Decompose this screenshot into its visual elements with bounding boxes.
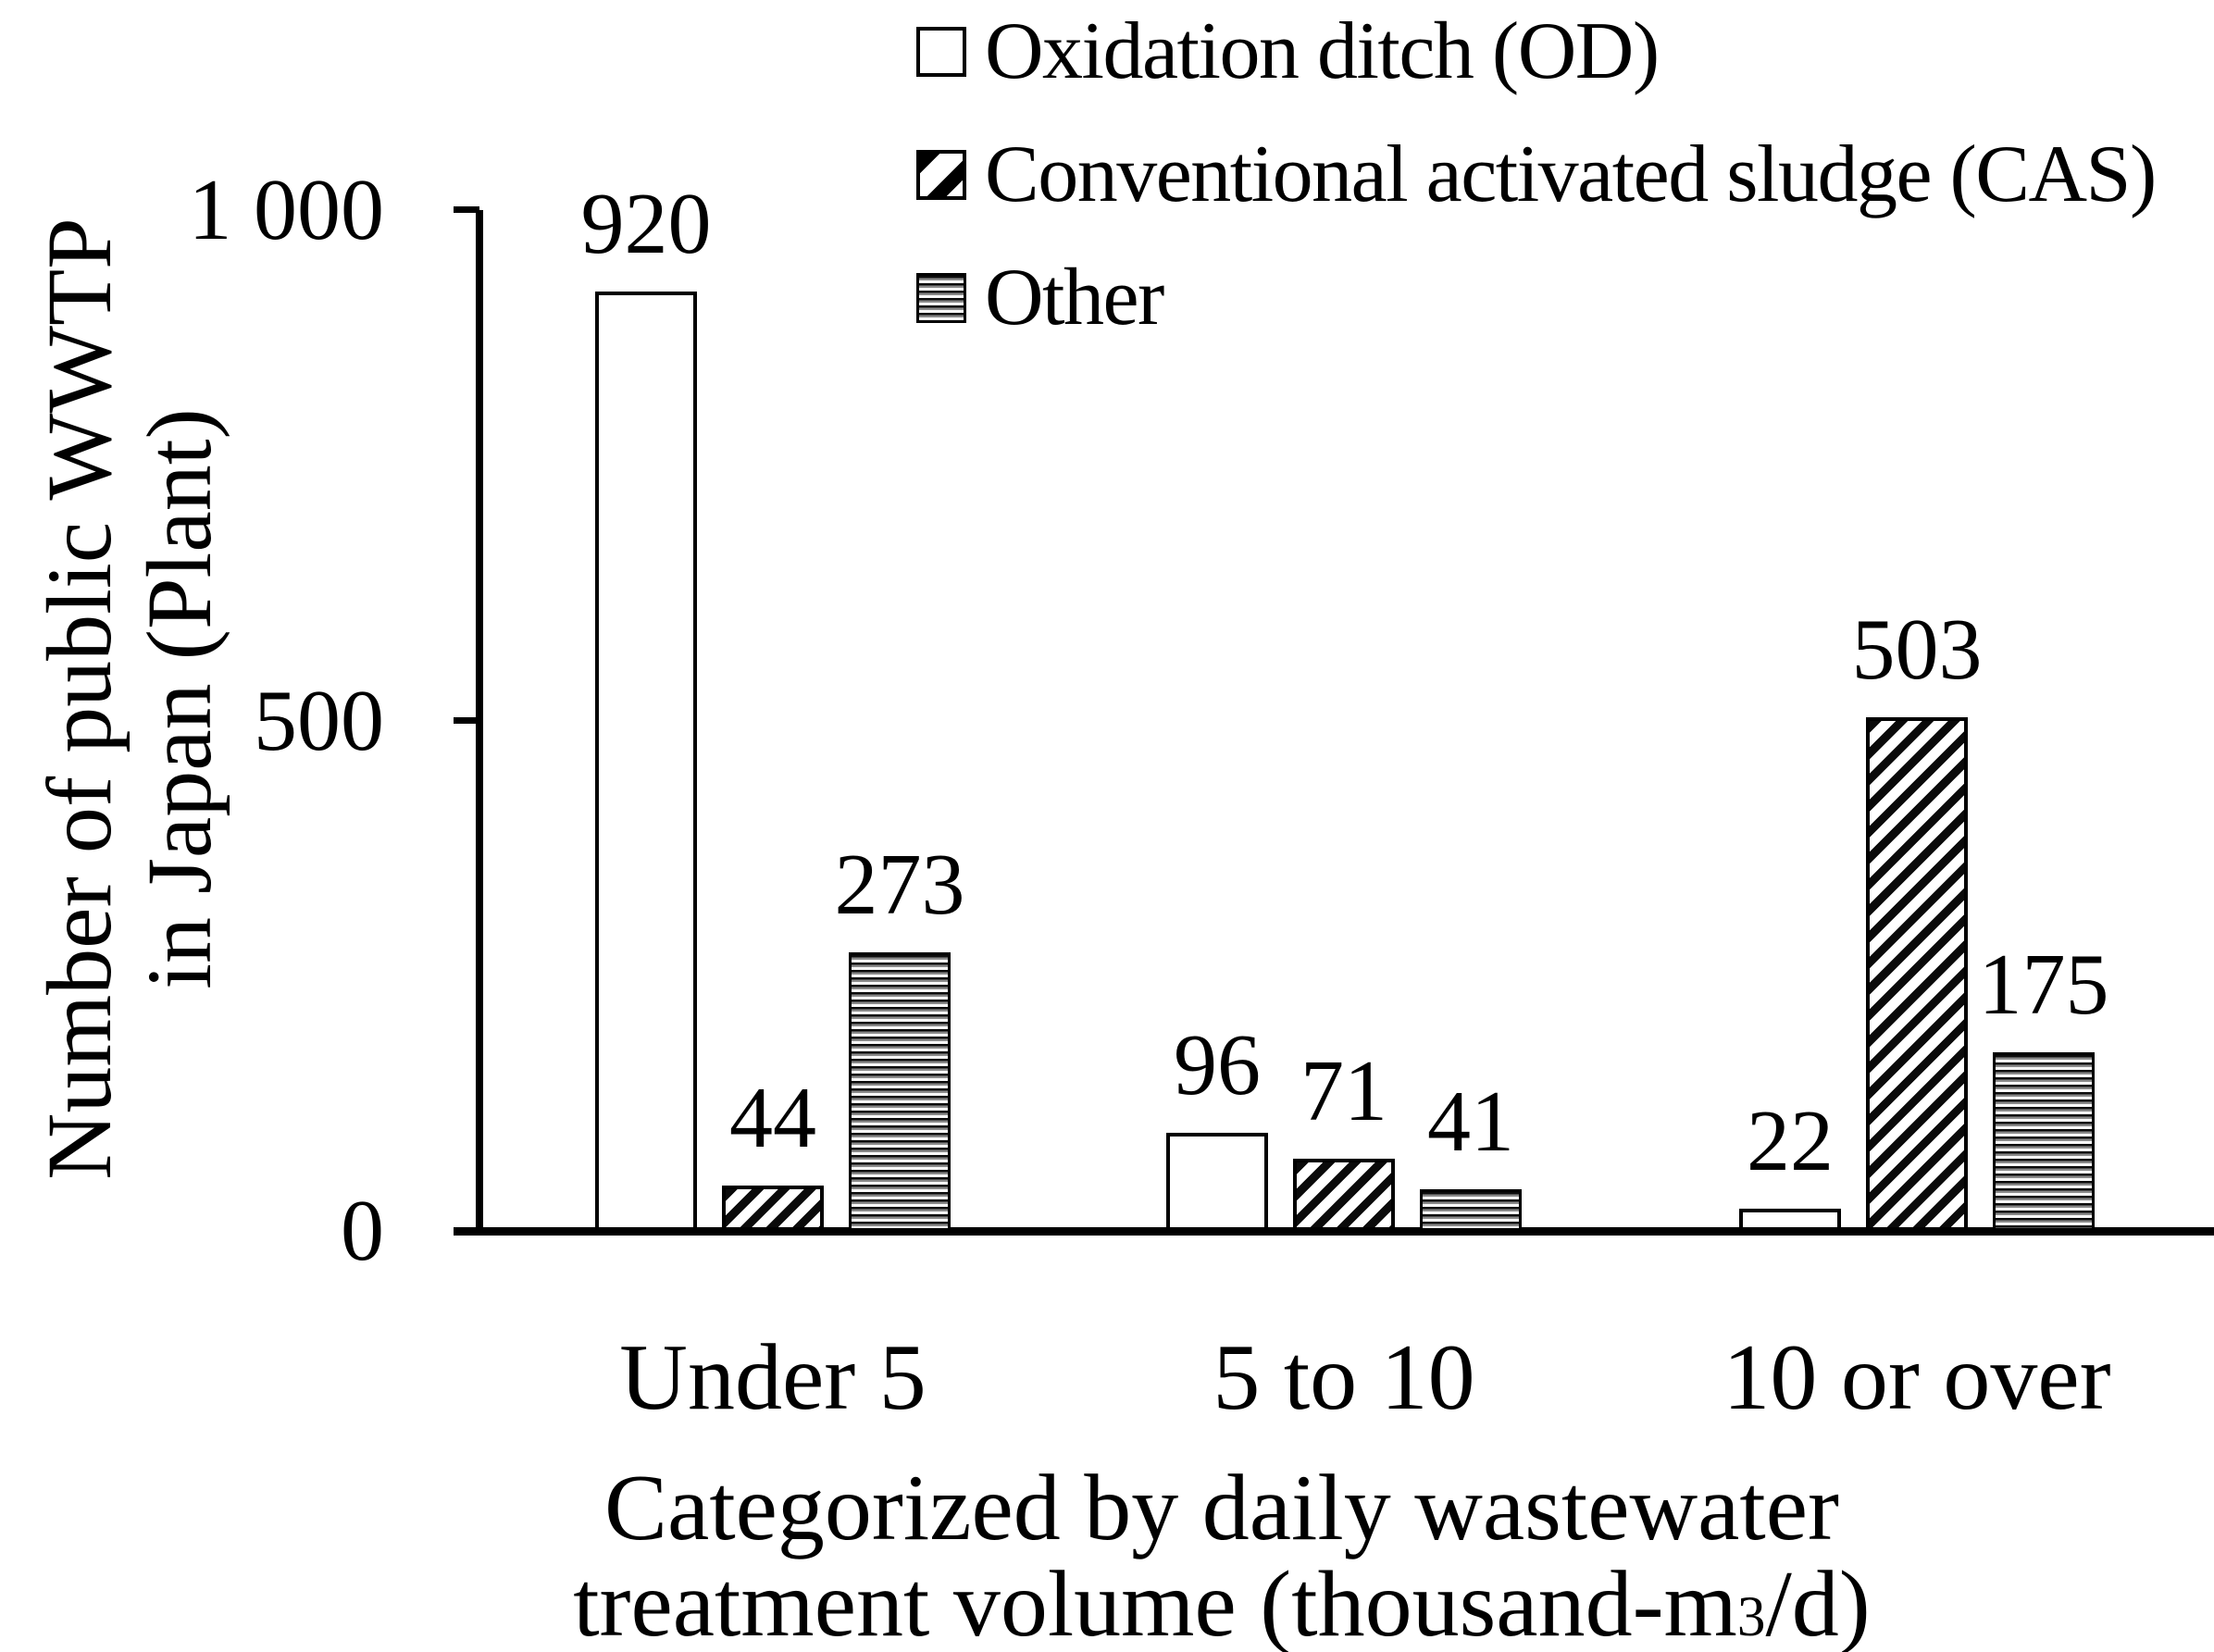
bar-conventional-activated-sludge-cas-5-to-10 (1293, 1159, 1395, 1231)
value-label-conventional-activated-sludge-cas-under-5: 44 (729, 1070, 816, 1166)
legend-label-oxidation-ditch: Oxidation ditch (OD) (985, 6, 1660, 96)
bar-conventional-activated-sludge-cas-under-5 (722, 1186, 824, 1231)
value-label-oxidation-ditch-od-under-5: 920 (580, 176, 712, 272)
legend: Oxidation ditch (OD) Conventional activa… (916, 0, 2157, 369)
x-axis-line (454, 1227, 2214, 1236)
legend-swatch-oxidation-ditch (916, 27, 966, 77)
legend-swatch-other (916, 273, 966, 323)
y-tick-label-1000: 1 000 (188, 162, 385, 258)
legend-item-oxidation-ditch: Oxidation ditch (OD) (916, 0, 2156, 104)
y-tick-mark-1000 (454, 206, 479, 213)
legend-label-other: Other (985, 253, 1164, 342)
y-tick-label-500: 500 (254, 673, 384, 769)
x-axis-title-line-2-pre: treatment volume (thousand-m (573, 1552, 1737, 1652)
category-label-5-to-10: 5 to 10 (1213, 1325, 1475, 1430)
category-label-under-5: Under 5 (619, 1325, 927, 1430)
value-label-oxidation-ditch-od-5-to-10: 96 (1174, 1017, 1261, 1113)
bar-oxidation-ditch-od-5-to-10 (1166, 1133, 1268, 1231)
bar-oxidation-ditch-od-under-5 (595, 292, 697, 1231)
legend-swatch-cas (916, 150, 966, 200)
bar-oxidation-ditch-od-10-or-over (1739, 1209, 1841, 1231)
value-label-oxidation-ditch-od-10-or-over: 22 (1747, 1093, 1834, 1189)
legend-item-cas: Conventional activated sludge (CAS) (916, 123, 2157, 227)
x-axis-title-line-1: Categorized by daily wastewater (604, 1456, 1839, 1560)
value-label-conventional-activated-sludge-cas-5-to-10: 71 (1300, 1043, 1387, 1139)
x-axis-title-line-2-post: /d) (1765, 1552, 1871, 1652)
value-label-other-10-or-over: 175 (1978, 937, 2109, 1033)
y-tick-label-0: 0 (341, 1183, 384, 1279)
value-label-conventional-activated-sludge-cas-10-or-over: 503 (1851, 602, 1983, 698)
bar-other-10-or-over (1993, 1052, 2095, 1231)
bar-conventional-activated-sludge-cas-10-or-over (1866, 717, 1968, 1231)
y-axis-line (476, 210, 483, 1235)
value-label-other-under-5: 273 (834, 837, 965, 933)
bar-other-5-to-10 (1420, 1189, 1522, 1231)
x-axis-title-line-2: treatment volume (thousand-m3/d) (389, 1557, 2055, 1652)
legend-label-cas: Conventional activated sludge (CAS) (985, 130, 2157, 219)
x-axis-title: Categorized by daily wastewater treatmen… (389, 1456, 2055, 1652)
x-axis-title-superscript: 3 (1736, 1585, 1766, 1649)
y-tick-mark-500 (454, 717, 479, 724)
legend-item-other: Other (916, 246, 2156, 350)
category-label-10-or-over: 10 or over (1723, 1325, 2111, 1430)
value-label-other-5-to-10: 41 (1427, 1074, 1514, 1170)
bar-other-under-5 (849, 952, 951, 1231)
